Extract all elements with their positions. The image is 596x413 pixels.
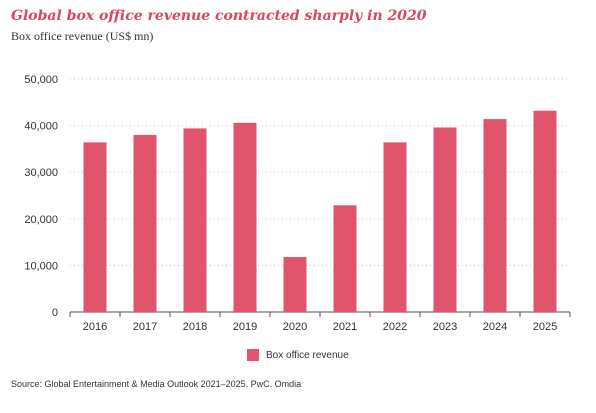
x-tick-label: 2024 <box>483 321 507 333</box>
source-note: Source: Global Entertainment & Media Out… <box>11 379 302 389</box>
x-tick-label: 2023 <box>433 321 457 333</box>
y-tick-label: 0 <box>52 307 58 319</box>
x-tick-label: 2016 <box>83 321 107 333</box>
bar <box>433 127 457 313</box>
y-tick-label: 40,000 <box>24 121 58 133</box>
bar <box>233 122 257 312</box>
y-tick-label: 50,000 <box>24 74 58 86</box>
bar <box>333 205 357 312</box>
chart-title: Global box office revenue contracted sha… <box>11 8 427 24</box>
bar <box>283 257 307 312</box>
y-tick-label: 30,000 <box>24 167 58 179</box>
chart-subtitle: Box office revenue (US$ mn) <box>11 29 154 43</box>
x-tick-label: 2020 <box>283 321 307 333</box>
x-tick-label: 2019 <box>233 321 257 333</box>
y-tick-label: 10,000 <box>24 260 58 272</box>
x-tick-label: 2021 <box>333 321 357 333</box>
bar <box>133 134 157 312</box>
legend-swatch <box>247 349 259 361</box>
x-tick-label: 2025 <box>533 321 557 333</box>
x-tick-label: 2017 <box>133 321 157 333</box>
bar <box>183 128 207 312</box>
y-tick-label: 20,000 <box>24 214 58 226</box>
bar <box>83 142 107 312</box>
bar <box>383 142 407 312</box>
legend-label: Box office revenue <box>266 349 349 361</box>
legend: Box office revenue <box>247 349 349 361</box>
bar <box>483 119 507 313</box>
x-tick-label: 2022 <box>383 321 407 333</box>
x-tick-label: 2018 <box>183 321 207 333</box>
bar <box>533 110 557 312</box>
